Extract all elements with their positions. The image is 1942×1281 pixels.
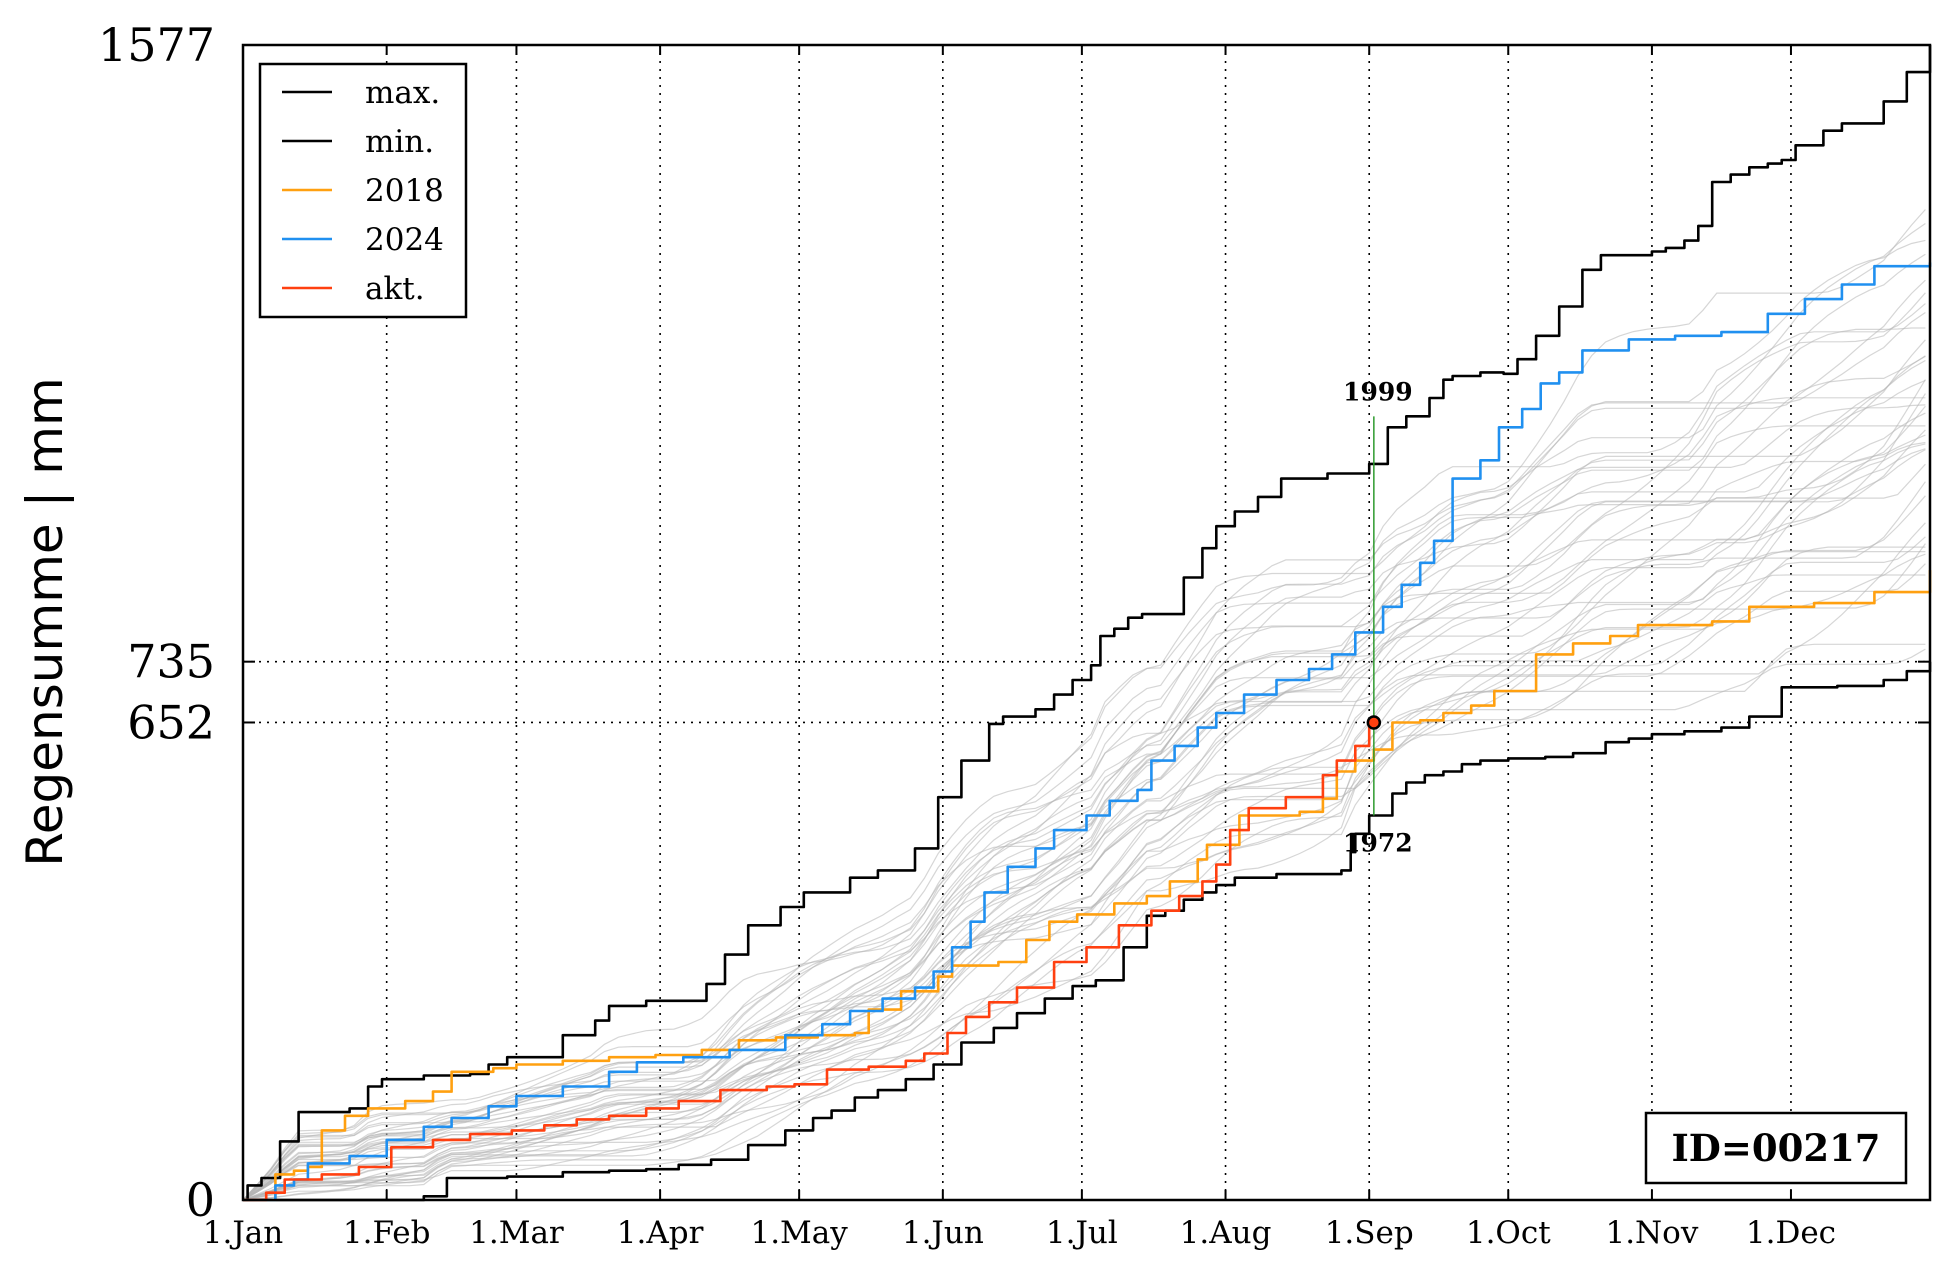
legend-label: 2024 bbox=[365, 222, 444, 258]
x-tick-label: 1.Jul bbox=[1046, 1215, 1118, 1251]
y-tick-label: 735 bbox=[127, 635, 215, 689]
station-id-label: ID=00217 bbox=[1671, 1126, 1880, 1170]
current-value-marker bbox=[1366, 715, 1382, 730]
historical-year-line bbox=[242, 339, 1926, 1201]
historical-year-line bbox=[242, 536, 1926, 1201]
annotations-layer: 1999 1972 bbox=[1343, 377, 1413, 857]
x-tick-label: 1.Nov bbox=[1605, 1215, 1698, 1251]
plot-frame bbox=[241, 43, 1932, 1202]
historical-year-line bbox=[242, 522, 1926, 1201]
legend: max. min. 2018 2024 akt. bbox=[258, 62, 468, 319]
x-tick-label: 1.Apr bbox=[617, 1215, 704, 1251]
annotation-label: 1999 bbox=[1343, 377, 1413, 406]
series-line-max bbox=[243, 45, 1932, 1202]
historical-year-line bbox=[242, 292, 1926, 1201]
historical-year-line bbox=[242, 574, 1926, 1201]
historical-year-line bbox=[242, 448, 1926, 1201]
axis-ticks: 1.Jan 1.Feb 1.Mar 1.Apr 1.May 1.Jun 1.Jul 1.Aug… bbox=[98, 18, 1930, 1251]
historical-year-line bbox=[242, 434, 1926, 1201]
series-line-akt bbox=[243, 722, 1371, 1202]
x-tick-label: 1.Jan bbox=[203, 1215, 283, 1251]
legend-label: akt. bbox=[365, 271, 425, 307]
historical-year-line bbox=[242, 303, 1926, 1201]
series-lines bbox=[243, 45, 1932, 1202]
x-tick-label: 1.Dec bbox=[1746, 1215, 1836, 1251]
station-id-frame bbox=[1644, 1111, 1908, 1185]
historical-year-line bbox=[242, 327, 1926, 1201]
x-tick-label: 1.Aug bbox=[1180, 1215, 1272, 1251]
y-tick-label: 0 bbox=[186, 1173, 215, 1227]
historical-year-line bbox=[242, 463, 1926, 1201]
historical-year-line bbox=[242, 405, 1926, 1201]
series-line-2018 bbox=[243, 570, 1932, 1202]
historical-year-line bbox=[242, 355, 1926, 1201]
historical-year-line bbox=[242, 553, 1926, 1201]
x-tick-label: 1.Jun bbox=[902, 1215, 984, 1251]
station-id-box: ID=00217 bbox=[1644, 1111, 1908, 1185]
y-axis-label: Regensumme | mm bbox=[16, 377, 74, 866]
annotation-label: 1972 bbox=[1343, 828, 1413, 857]
historical-year-line bbox=[242, 481, 1926, 1201]
legend-label: max. bbox=[365, 75, 440, 111]
historical-year-line bbox=[242, 449, 1926, 1201]
series-line-2024 bbox=[243, 262, 1932, 1202]
historical-year-line bbox=[242, 425, 1926, 1201]
historical-year-line bbox=[242, 223, 1926, 1201]
x-tick-label: 1.Mar bbox=[469, 1215, 564, 1251]
historical-year-line bbox=[242, 239, 1926, 1201]
x-tick-label: 1.Feb bbox=[343, 1215, 431, 1251]
y-tick-label: 652 bbox=[127, 695, 215, 749]
historical-year-line bbox=[242, 643, 1926, 1201]
x-tick-label: 1.May bbox=[750, 1215, 848, 1251]
historical-year-line bbox=[242, 379, 1926, 1201]
y-tick-label: 1577 bbox=[98, 18, 215, 72]
x-tick-label: 1.Oct bbox=[1466, 1215, 1551, 1251]
historical-year-line bbox=[242, 355, 1926, 1201]
x-tick-label: 1.Sep bbox=[1325, 1215, 1414, 1251]
legend-label: min. bbox=[365, 124, 434, 160]
legend-label: 2018 bbox=[365, 173, 444, 209]
historical-year-line bbox=[242, 209, 1926, 1201]
